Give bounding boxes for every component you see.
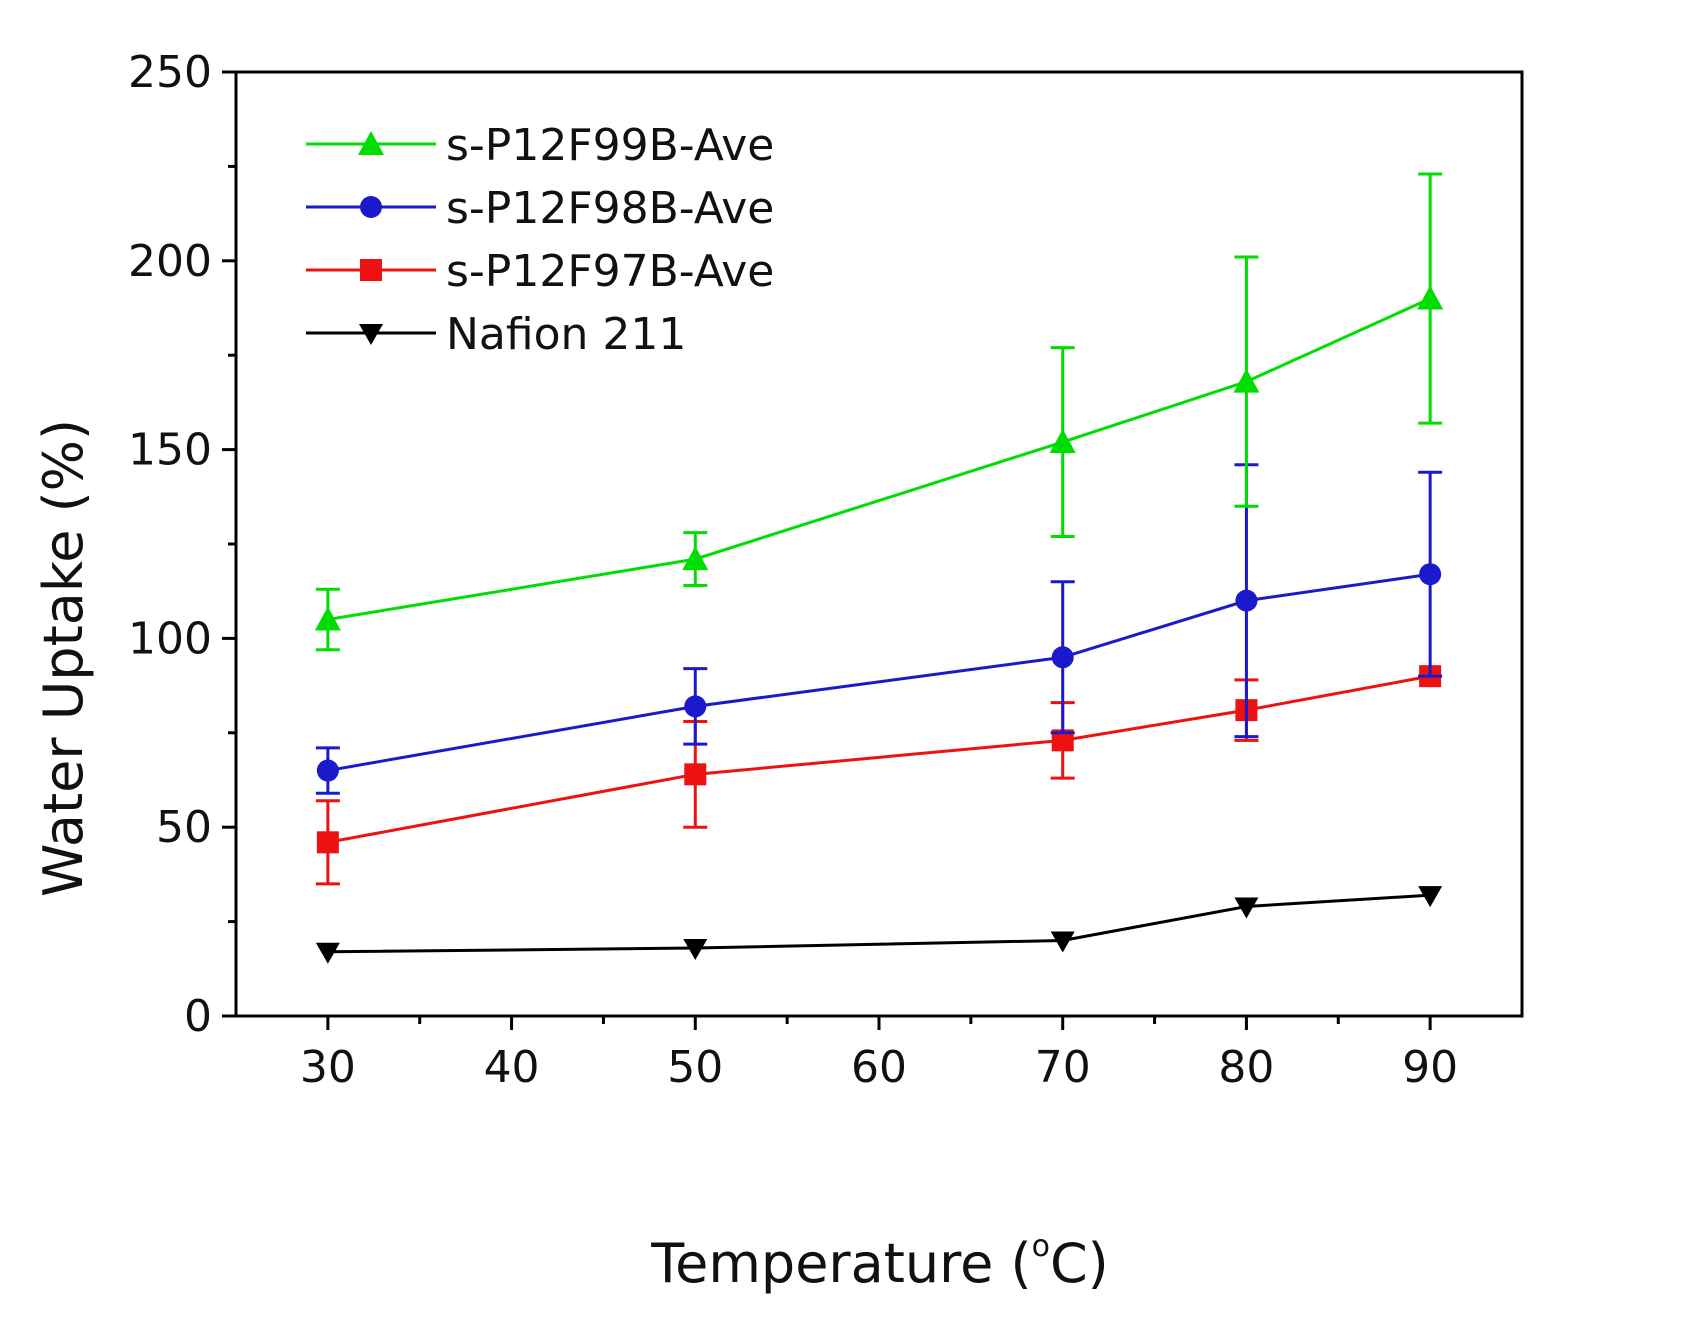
legend-marker — [360, 259, 382, 281]
legend-label: s-P12F99B-Ave — [446, 120, 774, 171]
data-point — [1235, 589, 1258, 612]
data-point — [684, 763, 707, 786]
data-point — [316, 759, 339, 782]
data-point — [1049, 429, 1076, 454]
x-axis-title-main: Temperature ( — [650, 1232, 1031, 1295]
y-tick-label: 100 — [128, 613, 212, 664]
legend: s-P12F99B-Ave s-P12F98B-Ave s-P12F97B-Ave N… — [306, 120, 774, 360]
x-tick-label: 90 — [1402, 1042, 1458, 1093]
legend-item: Nafion 211 — [306, 309, 686, 360]
legend-marker — [360, 196, 382, 218]
legend-marker — [359, 324, 383, 345]
legend-item: s-P12F99B-Ave — [306, 120, 774, 171]
x-tick-label: 30 — [300, 1042, 356, 1093]
y-axis-title: Water Uptake (%) — [32, 419, 95, 897]
data-point — [316, 831, 339, 854]
legend-item: s-P12F98B-Ave — [306, 183, 774, 234]
series-line — [327, 674, 1431, 844]
series-line — [327, 572, 1431, 773]
x-axis-title: Temperature (oC) — [650, 1229, 1108, 1295]
data-point — [683, 939, 708, 961]
x-axis-title-degree: o — [1032, 1229, 1050, 1264]
x-tick-label: 50 — [667, 1042, 723, 1093]
series-line — [327, 893, 1431, 954]
y-tick-label: 150 — [128, 425, 212, 476]
data-point — [1050, 931, 1075, 953]
data-point — [1233, 368, 1260, 393]
data-point — [1419, 563, 1442, 586]
data-point — [1417, 285, 1444, 310]
data-point — [1234, 897, 1259, 919]
y-tick-label: 0 — [184, 991, 212, 1042]
series-s-p12f99b-ave — [314, 172, 1444, 652]
axes-layer: 0 50 100 150 200 250 30 40 50 60 70 80 90 — [128, 47, 1524, 1093]
legend-marker — [358, 131, 384, 155]
y-tick-label: 250 — [128, 47, 212, 98]
legend-label: s-P12F98B-Ave — [446, 183, 774, 234]
series-nafion-211 — [315, 886, 1443, 964]
x-tick-label: 40 — [484, 1042, 540, 1093]
data-point — [684, 695, 707, 718]
legend-item: s-P12F97B-Ave — [306, 246, 774, 297]
x-tick-label: 70 — [1035, 1042, 1091, 1093]
x-axis-title-unit: C) — [1050, 1232, 1109, 1295]
series-s-p12f97b-ave — [315, 665, 1442, 886]
legend-label: Nafion 211 — [446, 309, 686, 360]
x-tick-label: 60 — [851, 1042, 907, 1093]
data-point — [1051, 646, 1074, 669]
data-point — [1051, 729, 1074, 752]
data-point — [315, 942, 340, 964]
y-tick-label: 200 — [128, 236, 212, 287]
series-s-p12f98b-ave — [315, 463, 1443, 795]
legend-label: s-P12F97B-Ave — [446, 246, 774, 297]
plot-frame — [234, 70, 1524, 1018]
data-point — [1418, 886, 1443, 908]
x-tick-label: 80 — [1218, 1042, 1274, 1093]
series-layer — [314, 172, 1444, 964]
data-point — [314, 606, 341, 631]
data-point — [682, 546, 709, 571]
y-tick-label: 50 — [156, 802, 212, 853]
